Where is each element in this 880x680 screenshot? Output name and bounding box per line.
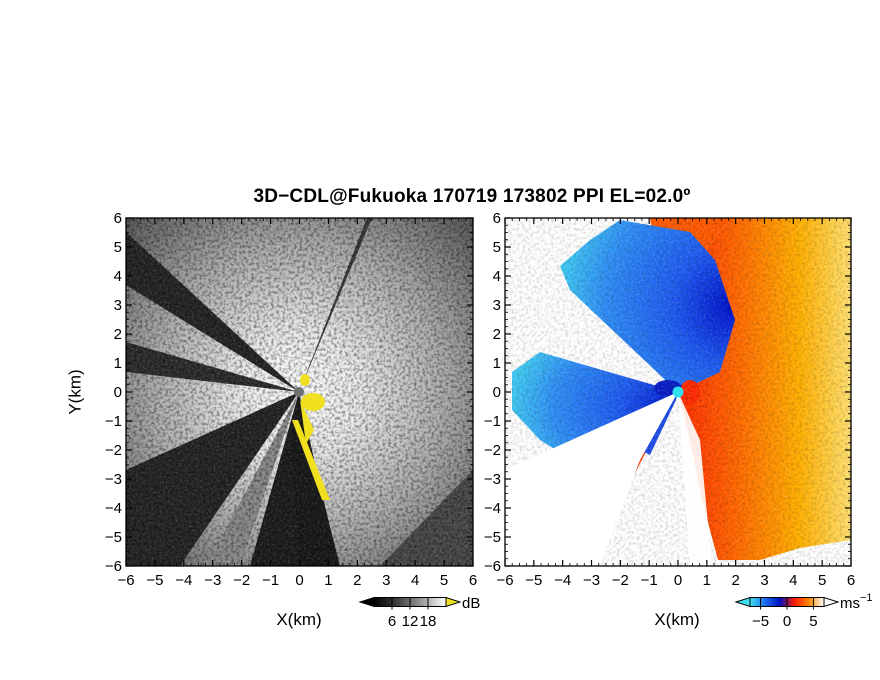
radar-marker-left xyxy=(294,387,304,397)
right-xtick-label: −6 xyxy=(496,572,513,589)
radar-marker-right xyxy=(672,386,684,398)
right-ytick-label: −5 xyxy=(484,529,501,546)
right-xtick-label: 0 xyxy=(674,572,682,589)
right-ytick-label: 6 xyxy=(493,210,501,227)
cbRight-under-triangle xyxy=(734,596,751,608)
left-xtick-label: 6 xyxy=(469,572,477,589)
left-ytick-label: −3 xyxy=(105,471,122,488)
cbRight-tick-label: 0 xyxy=(783,613,791,630)
x-axis-label-left: X(km) xyxy=(276,610,321,629)
left-ytick-label: 1 xyxy=(114,355,122,372)
left-xtick-label: 3 xyxy=(382,572,390,589)
right-xtick-label: −3 xyxy=(583,572,600,589)
snr-colorbar: 6 12 18 dB xyxy=(358,595,480,630)
right-xtick-label: −5 xyxy=(525,572,542,589)
right-xtick-label: 3 xyxy=(760,572,768,589)
left-ytick-label: 3 xyxy=(114,297,122,314)
right-xtick-label: −1 xyxy=(641,572,658,589)
right-ytick-label: 5 xyxy=(493,239,501,256)
left-xtick-label: −2 xyxy=(233,572,250,589)
cbLeft-unit: dB xyxy=(462,595,480,612)
left-ytick-label: −4 xyxy=(105,500,122,517)
right-xtick-label: 2 xyxy=(731,572,739,589)
velocity-colorbar: −5 0 5 ms−1 xyxy=(734,592,873,630)
right-ytick-label: 0 xyxy=(493,384,501,401)
cbLeft-tick-label: 18 xyxy=(420,613,437,630)
velocity-image xyxy=(505,218,851,566)
cbRight-tick-label: −5 xyxy=(752,613,769,630)
left-xtick-label: 5 xyxy=(440,572,448,589)
left-xtick-label: −3 xyxy=(204,572,221,589)
right-ytick-label: −3 xyxy=(484,471,501,488)
chart-title: 3D−CDL@Fukuoka 170719 173802 PPI EL=02.0… xyxy=(253,186,691,207)
y-axis-label: Y(km) xyxy=(65,369,84,414)
left-xtick-label: −5 xyxy=(146,572,163,589)
left-ytick-label: −1 xyxy=(105,413,122,430)
left-xtick-label: −6 xyxy=(117,572,134,589)
cbLeft-under-triangle xyxy=(358,596,375,608)
left-xtick-label: −1 xyxy=(262,572,279,589)
cbLeft-tick-label: 12 xyxy=(402,613,419,630)
left-ytick-label: 2 xyxy=(114,326,122,343)
left-ytick-label: 5 xyxy=(114,239,122,256)
cbRight-over-triangle xyxy=(823,596,840,608)
left-ytick-label: 0 xyxy=(114,384,122,401)
right-ytick-label: −2 xyxy=(484,442,501,459)
left-xtick-label: 1 xyxy=(324,572,332,589)
right-xtick-label: 1 xyxy=(703,572,711,589)
left-ytick-label: −6 xyxy=(105,558,122,575)
right-ytick-label: 2 xyxy=(493,326,501,343)
right-xtick-label: 6 xyxy=(847,572,855,589)
left-xtick-label: −4 xyxy=(175,572,192,589)
left-xtick-label: 4 xyxy=(411,572,419,589)
cbLeft-tick-label: 6 xyxy=(388,613,396,630)
left-ytick-label: −5 xyxy=(105,529,122,546)
right-xtick-label: −2 xyxy=(612,572,629,589)
right-ytick-label: 1 xyxy=(493,355,501,372)
right-xtick-label: −4 xyxy=(554,572,571,589)
right-ytick-label: 4 xyxy=(493,268,501,285)
left-xtick-label: 0 xyxy=(295,572,303,589)
x-axis-label-right: X(km) xyxy=(654,610,699,629)
right-ytick-label: 3 xyxy=(493,297,501,314)
left-ytick-label: 6 xyxy=(114,210,122,227)
right-ytick-label: −4 xyxy=(484,500,501,517)
right-xtick-label: 5 xyxy=(818,572,826,589)
cbLeft-over-triangle xyxy=(445,596,462,608)
cbRight-unit: ms−1 xyxy=(840,592,873,612)
right-ytick-label: −6 xyxy=(484,558,501,575)
cbRight-tick-label: 5 xyxy=(809,613,817,630)
left-ytick-label: 4 xyxy=(114,268,122,285)
right-xtick-label: 4 xyxy=(789,572,797,589)
snr-over-range xyxy=(292,374,330,500)
right-ytick-label: −1 xyxy=(484,413,501,430)
left-ytick-label: −2 xyxy=(105,442,122,459)
left-xtick-label: 2 xyxy=(353,572,361,589)
